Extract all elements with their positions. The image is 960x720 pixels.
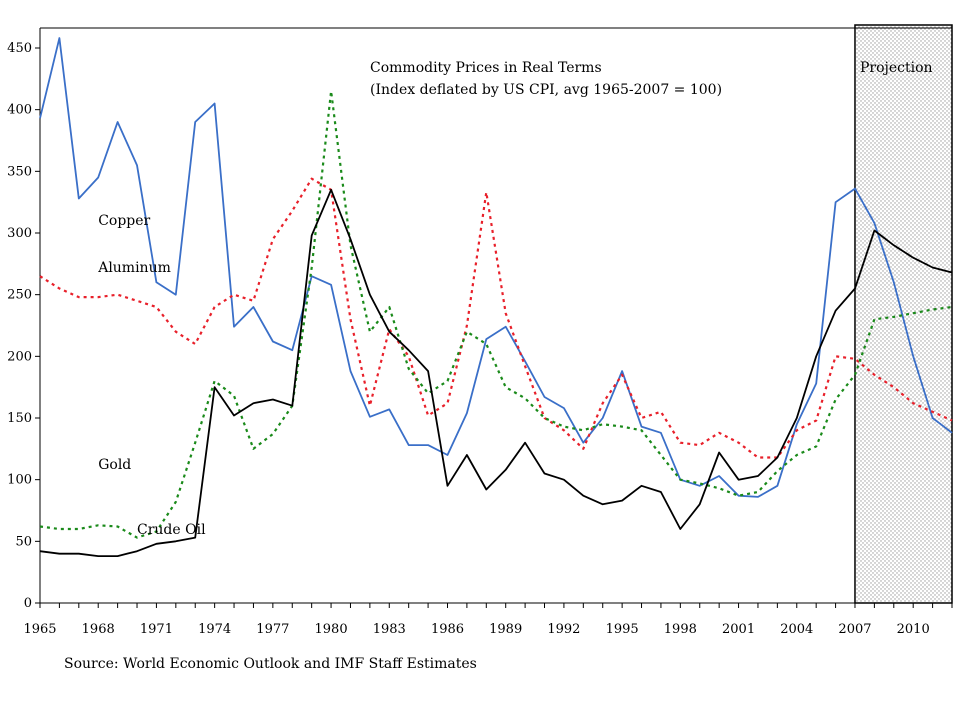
- y-tick-label: 400: [7, 103, 32, 118]
- chart-subtitle: (Index deflated by US CPI, avg 1965-2007…: [370, 82, 722, 98]
- x-tick-label: 1965: [23, 622, 56, 637]
- projection-shading: [854, 24, 953, 604]
- y-tick-label: 250: [7, 288, 32, 303]
- series-label-crude-oil: Crude Oil: [137, 522, 206, 538]
- y-tick-label: 450: [7, 41, 32, 56]
- series-line-aluminum: [39, 177, 953, 459]
- series-label-copper: Copper: [98, 213, 150, 229]
- series-line-crude-oil: [39, 188, 953, 557]
- x-tick-label: 1989: [489, 622, 522, 637]
- y-axis-ticks: 0 50 100 150 200 250 300 350 400 450: [7, 41, 40, 611]
- y-tick-label: 200: [7, 349, 32, 364]
- x-tick-label: 1974: [198, 622, 231, 637]
- x-tick-label: 2010: [897, 622, 930, 637]
- x-tick-label: 2007: [838, 622, 871, 637]
- x-tick-label: 1968: [82, 622, 115, 637]
- x-tick-label: 1971: [140, 622, 173, 637]
- series-line-copper: [39, 37, 953, 498]
- chart-title: Commodity Prices in Real Terms: [370, 60, 602, 76]
- x-tick-label: 2004: [780, 622, 813, 637]
- y-tick-label: 350: [7, 164, 32, 179]
- x-tick-label: 1998: [664, 622, 697, 637]
- series-labels: Copper Aluminum Gold Crude Oil: [97, 213, 206, 538]
- x-tick-label: 2001: [722, 622, 755, 637]
- x-tick-label: 1995: [606, 622, 639, 637]
- y-tick-label: 50: [15, 534, 32, 549]
- x-tick-label: 1992: [547, 622, 580, 637]
- x-tick-label: 1983: [373, 622, 406, 637]
- y-tick-label: 150: [7, 411, 32, 426]
- plot-frame: [39, 27, 953, 604]
- series-label-gold: Gold: [98, 457, 131, 473]
- projection-label: Projection: [860, 60, 933, 76]
- series-label-aluminum: Aluminum: [97, 260, 171, 276]
- source-note: Source: World Economic Outlook and IMF S…: [64, 656, 477, 672]
- y-tick-label: 300: [7, 226, 32, 241]
- x-tick-label: 1986: [431, 622, 464, 637]
- series-line-gold: [39, 90, 953, 539]
- series-lines: [39, 37, 953, 557]
- y-tick-label: 0: [24, 596, 32, 611]
- x-tick-label: 1977: [256, 622, 289, 637]
- x-tick-label: 1980: [315, 622, 348, 637]
- y-tick-label: 100: [7, 473, 32, 488]
- x-axis-ticks: 1965 1968 1971 1974 1977 1980 1983 1986 1989 1992…: [23, 603, 953, 637]
